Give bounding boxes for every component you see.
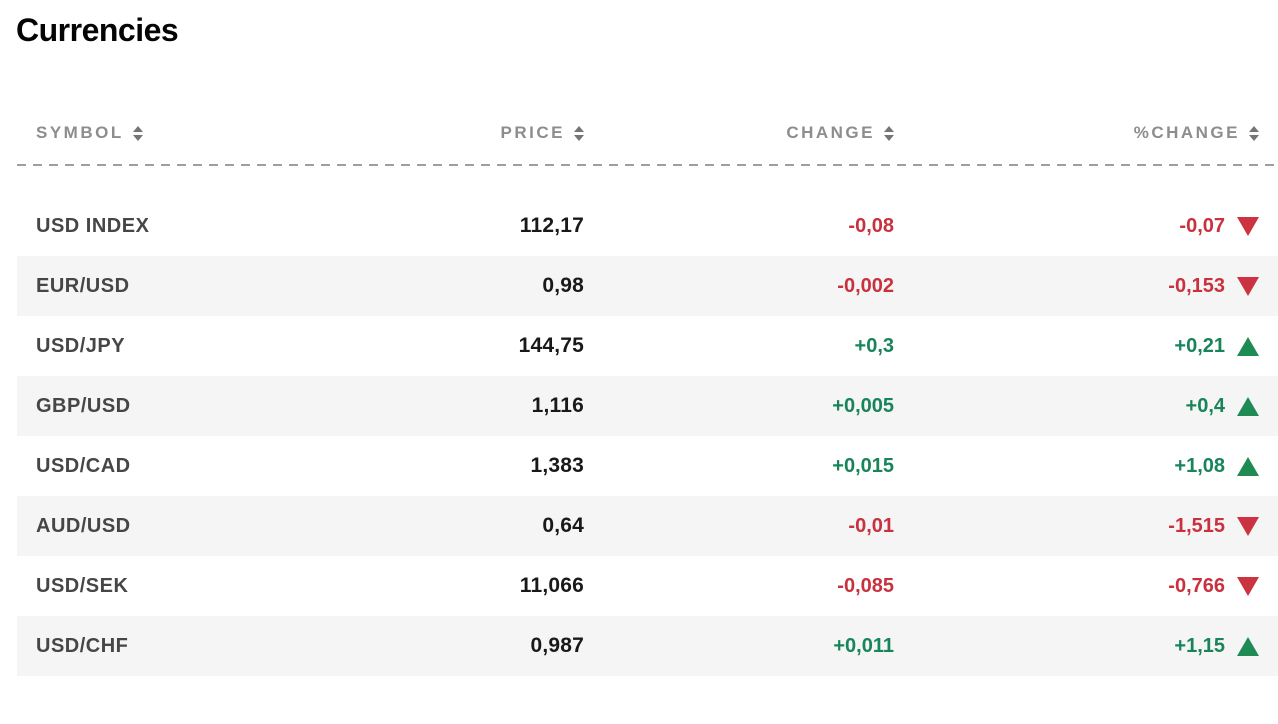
pct-change-cell: +1,08: [894, 455, 1278, 478]
symbol-cell[interactable]: USD INDEX: [36, 214, 150, 237]
up-triangle-icon: [1237, 336, 1259, 356]
table-row: USD/CAD 1,383 +0,015 +1,08: [17, 436, 1278, 496]
symbol-cell[interactable]: GBP/USD: [36, 394, 131, 417]
up-triangle-icon: [1237, 456, 1259, 476]
price-cell: 112,17: [519, 214, 584, 237]
change-cell: -0,08: [848, 214, 894, 237]
pct-change-cell: -0,766: [894, 575, 1278, 598]
down-triangle-icon: [1237, 516, 1259, 536]
price-cell: 0,987: [530, 634, 584, 657]
sort-arrows-icon: [132, 125, 143, 141]
up-triangle-icon: [1237, 636, 1259, 656]
table-row: USD/CHF 0,987 +0,011 +1,15: [17, 616, 1278, 676]
price-cell: 0,98: [542, 274, 584, 297]
pct-change-value: +1,08: [1174, 454, 1225, 477]
symbol-cell[interactable]: USD/JPY: [36, 334, 126, 357]
symbol-cell[interactable]: EUR/USD: [36, 274, 130, 297]
header-divider: [17, 164, 1278, 166]
sort-arrows-icon: [574, 125, 584, 141]
table-body: USD INDEX 112,17 -0,08 -0,07 EUR/USD 0,9…: [17, 196, 1278, 676]
change-cell: +0,005: [832, 394, 894, 417]
pct-change-value: +0,21: [1174, 334, 1225, 357]
sort-arrows-icon: [884, 125, 894, 141]
table-row: USD INDEX 112,17 -0,08 -0,07: [17, 196, 1278, 256]
down-triangle-icon: [1237, 216, 1259, 236]
column-header-symbol-label: SYMBOL: [36, 123, 124, 142]
pct-change-value: +1,15: [1174, 634, 1225, 657]
price-cell: 1,383: [530, 454, 584, 477]
sort-symbol-button[interactable]: SYMBOL: [36, 123, 143, 143]
page-title: Currencies: [16, 12, 179, 48]
pct-change-value: +0,4: [1185, 394, 1225, 417]
down-triangle-icon: [1237, 576, 1259, 596]
symbol-cell[interactable]: USD/SEK: [36, 574, 129, 597]
pct-change-cell: -1,515: [894, 515, 1278, 538]
pct-change-value: -1,515: [1168, 514, 1225, 537]
column-header-pct-change: %CHANGE: [894, 123, 1278, 143]
symbol-cell[interactable]: AUD/USD: [36, 514, 131, 537]
pct-change-value: -0,766: [1168, 574, 1225, 597]
change-cell: -0,002: [837, 274, 894, 297]
pct-change-cell: +0,4: [894, 395, 1278, 418]
symbol-cell[interactable]: USD/CAD: [36, 454, 131, 477]
pct-change-value: -0,07: [1179, 214, 1225, 237]
column-header-symbol: SYMBOL: [17, 123, 367, 143]
pct-change-cell: -0,07: [894, 215, 1278, 238]
sort-change-button[interactable]: CHANGE: [786, 123, 894, 143]
table-row: USD/SEK 11,066 -0,085 -0,766: [17, 556, 1278, 616]
symbol-cell[interactable]: USD/CHF: [36, 634, 129, 657]
column-header-pct-change-label: %CHANGE: [1133, 123, 1240, 142]
table-row: USD/JPY 144,75 +0,3 +0,21: [17, 316, 1278, 376]
sort-price-button[interactable]: PRICE: [501, 123, 584, 143]
column-header-price-label: PRICE: [500, 123, 565, 142]
table-header-row: SYMBOL PRICE CHANGE %CHANGE: [17, 110, 1278, 156]
sort-arrows-icon: [1249, 125, 1259, 141]
change-cell: +0,3: [854, 334, 894, 357]
table-row: AUD/USD 0,64 -0,01 -1,515: [17, 496, 1278, 556]
pct-change-value: -0,153: [1168, 274, 1225, 297]
price-cell: 11,066: [519, 574, 584, 597]
column-header-price: PRICE: [367, 123, 584, 143]
change-cell: -0,01: [848, 514, 894, 537]
pct-change-cell: +1,15: [894, 635, 1278, 658]
pct-change-cell: +0,21: [894, 335, 1278, 358]
table-row: GBP/USD 1,116 +0,005 +0,4: [17, 376, 1278, 436]
change-cell: -0,085: [837, 574, 894, 597]
currencies-table: SYMBOL PRICE CHANGE %CHANGE USD INDEX: [17, 110, 1278, 676]
sort-pct-change-button[interactable]: %CHANGE: [1134, 123, 1259, 143]
price-cell: 144,75: [518, 334, 584, 357]
down-triangle-icon: [1237, 276, 1259, 296]
column-header-change: CHANGE: [584, 123, 894, 143]
price-cell: 1,116: [531, 394, 584, 417]
pct-change-cell: -0,153: [894, 275, 1278, 298]
up-triangle-icon: [1237, 396, 1259, 416]
change-cell: +0,015: [832, 454, 894, 477]
table-row: EUR/USD 0,98 -0,002 -0,153: [17, 256, 1278, 316]
price-cell: 0,64: [542, 514, 584, 537]
column-header-change-label: CHANGE: [786, 123, 875, 142]
change-cell: +0,011: [833, 634, 894, 657]
